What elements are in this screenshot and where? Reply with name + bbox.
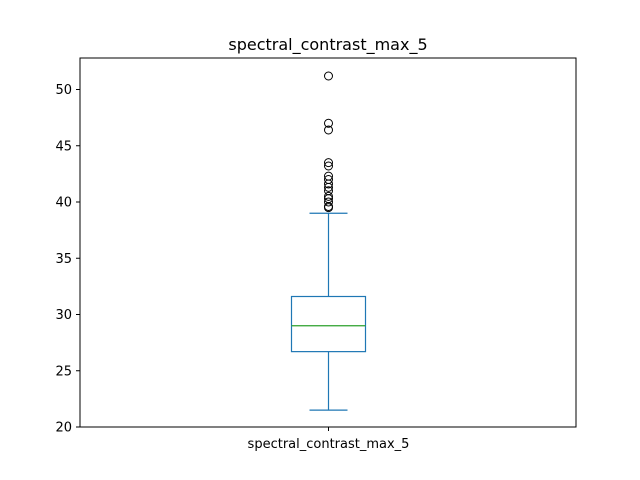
y-tick-label: 25 xyxy=(55,364,72,379)
x-axis: spectral_contrast_max_5 xyxy=(248,427,410,452)
interquartile-box xyxy=(290,295,367,353)
outlier-point-13 xyxy=(324,125,333,135)
y-tick-label: 50 xyxy=(55,83,72,98)
y-axis: 20 25 30 35 40 45 50 xyxy=(55,83,80,436)
outlier-point-12 xyxy=(324,158,333,168)
outlier-point-5 xyxy=(324,191,333,201)
outlier-point-14 xyxy=(324,118,333,128)
outlier-point-11 xyxy=(324,161,333,171)
outlier-point-6 xyxy=(324,186,333,196)
outlier-point-15 xyxy=(324,71,333,81)
plot-area xyxy=(290,71,367,411)
outlier-point-9 xyxy=(324,175,333,184)
x-tick-label: spectral_contrast_max_5 xyxy=(248,437,410,452)
y-tick-label: 40 xyxy=(55,196,72,211)
outlier-point-10 xyxy=(324,171,333,181)
outlier-point-3 xyxy=(324,197,333,207)
y-tick-label: 20 xyxy=(55,421,72,436)
y-tick-label: 30 xyxy=(55,308,72,323)
y-tick-label: 45 xyxy=(55,139,72,154)
chart-title: spectral_contrast_max_5 xyxy=(228,35,427,55)
y-tick-label: 35 xyxy=(55,252,72,267)
